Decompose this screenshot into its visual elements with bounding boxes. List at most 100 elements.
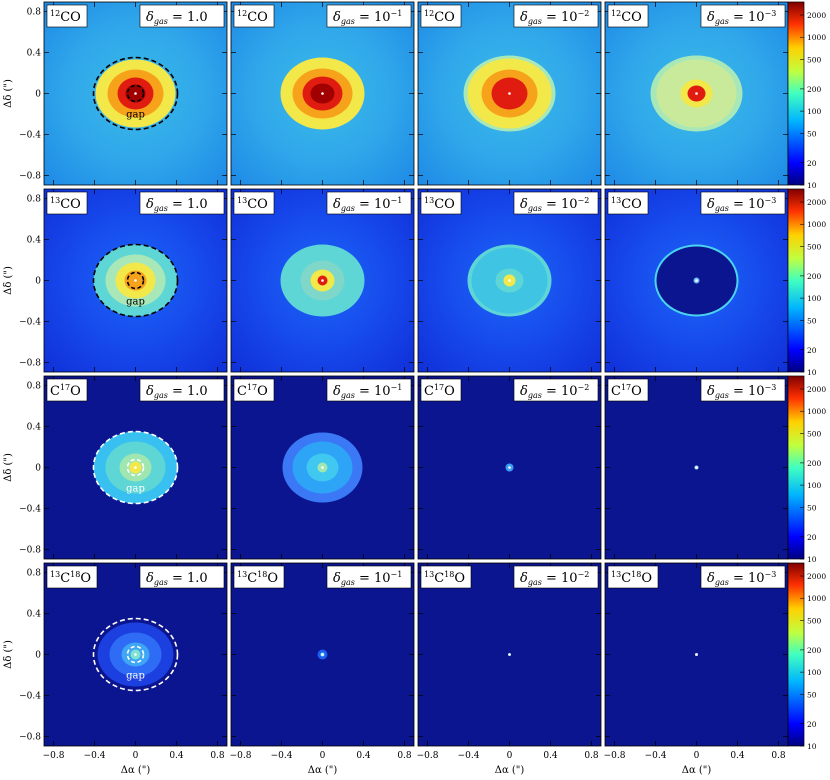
emission-map: gap: [44, 189, 227, 372]
panel-r4-c4: 13C18O δgas = 10−3: [604, 562, 789, 747]
star-marker: [508, 279, 511, 282]
panel-r1-c3: 12CO δgas = 10−2: [417, 1, 602, 186]
star-marker: [321, 279, 324, 282]
delta-label-box: [513, 191, 599, 215]
star-marker: [134, 653, 137, 656]
x-tick-label: −0.8: [43, 751, 65, 761]
delta-label-box: [700, 4, 786, 28]
species-label: 13C18O: [424, 570, 465, 586]
delta-label-box: [139, 191, 225, 215]
colorbar-row-1: 10 20 50 100 200 500 1000 2000: [787, 1, 826, 190]
emission-map: [231, 189, 414, 372]
species-label-box: [46, 191, 88, 215]
colorbar-tick-label: 200: [807, 646, 822, 655]
x-axis-label: Δα ("): [308, 765, 338, 776]
y-tick-label: −0.4: [19, 318, 41, 328]
species-label: 13C18O: [237, 570, 278, 586]
delta-label-box: [700, 378, 786, 402]
colorbar-tick-label: 10: [807, 181, 817, 190]
gap-inner-ellipse: [126, 271, 145, 290]
gap-outer-ellipse: [92, 617, 179, 692]
species-label-box: [420, 4, 462, 28]
species-label-box: [233, 565, 285, 589]
species-label-box: [607, 378, 649, 402]
x-tick-label: 0.4: [169, 751, 184, 761]
species-label-box: [233, 4, 275, 28]
y-tick-label: −0.4: [19, 505, 41, 515]
species-label-box: [420, 191, 462, 215]
y-tick-label: 0: [35, 277, 41, 287]
colorbar-gradient: [787, 188, 805, 373]
panel-r1-c1: gap 12CO δgas = 1.0: [43, 1, 228, 186]
gap-label: gap: [126, 671, 145, 682]
emission-map: [605, 189, 788, 372]
delta-label-box: [513, 4, 599, 28]
colorbar-tick-label: 2000: [807, 572, 826, 581]
star-marker: [134, 92, 137, 95]
emission-map: gap: [44, 376, 227, 559]
y-axis-label: Δδ ("): [3, 640, 14, 669]
delta-label: δgas = 10−2: [520, 383, 589, 400]
x-tick-label: 0.4: [356, 751, 371, 761]
emission-map: [605, 2, 788, 185]
y-axis-label: Δδ ("): [3, 79, 14, 108]
species-label: C17O: [237, 383, 268, 399]
colorbar-tick-label: 50: [807, 690, 817, 699]
x-tick-label: 0: [320, 751, 326, 761]
emission-map: [418, 376, 601, 559]
colorbar-tick-label: 2000: [807, 11, 826, 20]
y-tick-label: 0.8: [27, 382, 42, 392]
panel-r2-c4: 13CO δgas = 10−3: [604, 188, 789, 373]
species-label: 12CO: [424, 9, 455, 25]
panel-r3-c2: C17O δgas = 10−1: [230, 375, 415, 560]
delta-label: δgas = 10−1: [333, 383, 402, 400]
colorbar-gradient: [787, 375, 805, 560]
y-tick-label: 0: [35, 90, 41, 100]
delta-label-box: [326, 191, 412, 215]
colorbars: 1020501002005001000200010205010020050010…: [787, 1, 826, 751]
colorbar-row-2: 10 20 50 100 200 500 1000 2000: [787, 188, 826, 377]
delta-label: δgas = 1.0: [146, 10, 208, 26]
species-label-box: [233, 378, 275, 402]
y-tick-label: −0.8: [19, 359, 41, 369]
star-marker: [321, 92, 324, 95]
panel-r4-c3: 13C18O δgas = 10−2: [417, 562, 602, 747]
colorbar-tick-label: 500: [807, 429, 822, 438]
emission-map: [605, 376, 788, 559]
x-tick-label: 0.8: [397, 751, 412, 761]
star-marker: [695, 653, 698, 656]
x-tick-label: 0.4: [730, 751, 745, 761]
colorbar-row-4: 10 20 50 100 200 500 1000 2000: [787, 562, 826, 751]
emission-map: [418, 563, 601, 746]
species-label-box: [420, 565, 472, 589]
delta-label-box: [513, 378, 599, 402]
colorbar-tick-label: 50: [807, 316, 817, 325]
y-tick-label: 0.8: [27, 8, 42, 18]
y-tick-label: 0.8: [27, 195, 42, 205]
panel-r3-c4: C17O δgas = 10−3: [604, 375, 789, 560]
y-tick-label: −0.4: [19, 131, 41, 141]
delta-label-box: [139, 378, 225, 402]
y-tick-label: 0.4: [27, 236, 42, 246]
colorbar-tick-label: 20: [807, 346, 817, 355]
delta-label: δgas = 1.0: [146, 384, 208, 400]
y-tick-label: 0.8: [27, 569, 42, 579]
x-tick-label: −0.4: [458, 751, 480, 761]
species-label-box: [607, 191, 649, 215]
delta-label-box: [700, 565, 786, 589]
star-marker: [695, 92, 698, 95]
delta-label: δgas = 10−3: [707, 9, 776, 26]
gap-label: gap: [126, 484, 145, 495]
star-marker: [695, 466, 698, 469]
star-marker: [134, 466, 137, 469]
emission-map: [231, 563, 414, 746]
delta-label-box: [139, 565, 225, 589]
panel-r2-c3: 13CO δgas = 10−2: [417, 188, 602, 373]
species-label: 13C18O: [50, 570, 91, 586]
emission-map: [231, 376, 414, 559]
emission-map: [231, 2, 414, 185]
emission-map: gap: [44, 563, 227, 746]
x-tick-label: 0.8: [210, 751, 225, 761]
delta-label: δgas = 10−3: [707, 383, 776, 400]
